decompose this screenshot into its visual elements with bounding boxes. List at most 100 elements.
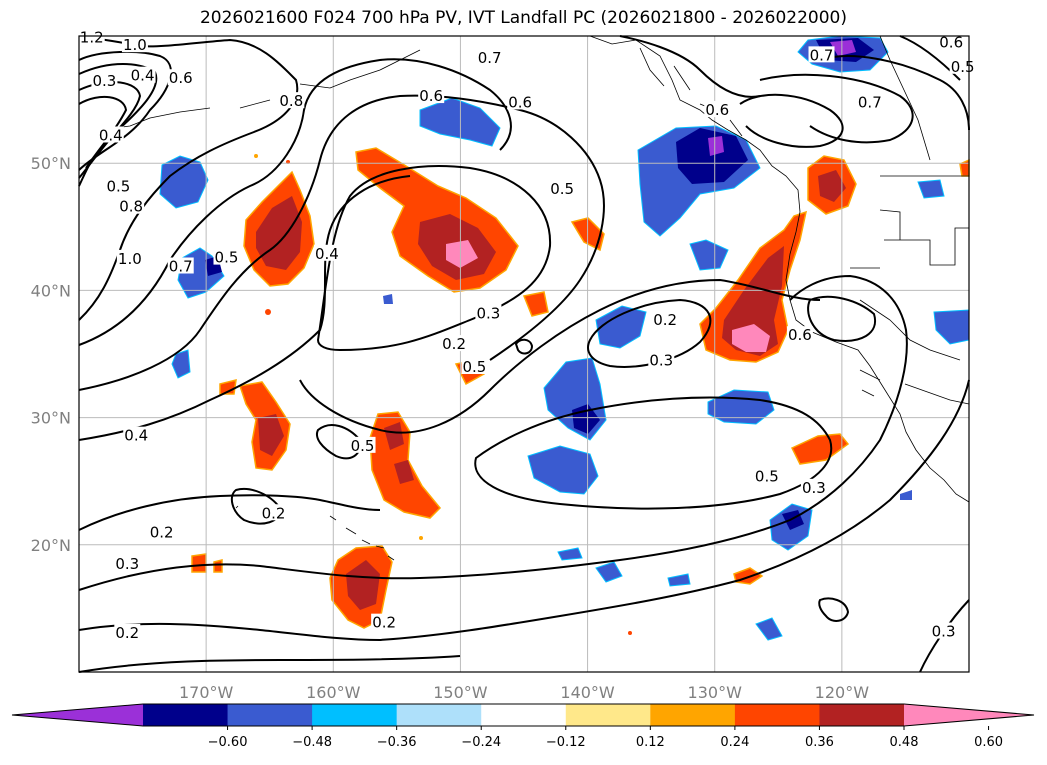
contour-label-bg (116, 249, 143, 266)
contour-label: 0.4 (99, 126, 123, 144)
contour-label-bg (123, 426, 150, 443)
lon-tick-label: 160°W (306, 683, 361, 702)
contour-label-bg (148, 523, 175, 540)
map-frame (78, 35, 970, 673)
contour-label: 0.8 (119, 198, 143, 216)
contour-label-bg (930, 622, 957, 639)
contour-label-bg (648, 351, 675, 368)
contour-label-bg (121, 36, 148, 53)
colorbar-segment (396, 704, 482, 726)
contour-label-bg (278, 92, 305, 109)
contour-label: 0.2 (262, 504, 286, 522)
colorbar-tick-label: −0.36 (377, 735, 417, 750)
map-panel: 1.2 1.0 0.3 0.4 0.6 0.8 0.6 0.7 0.6 0.5 0.4 0.5 0.8 1… (78, 29, 976, 673)
colorbar-tick-label: 0.12 (636, 735, 665, 750)
lon-tick-label: 140°W (560, 683, 615, 702)
contour-label-bg (507, 93, 534, 110)
contour-label-bg (808, 46, 835, 63)
contour-label: 0.3 (115, 555, 139, 573)
colorbar-segment (312, 704, 398, 726)
contour-label: 1.2 (80, 29, 104, 47)
colorbar-segment (734, 704, 820, 726)
colorbar-tick-label: −0.12 (546, 735, 586, 750)
contour-label: 0.6 (788, 326, 812, 344)
contour-label-bg (441, 335, 468, 352)
colorbar-tick-label: 0.24 (720, 735, 749, 750)
colorbar: −0.60 −0.48 −0.36 −0.24 −0.12 0.12 0.24 0.36 0.4… (11, 703, 1035, 750)
contour-label: 0.4 (315, 245, 339, 263)
contour-label-bg (97, 126, 124, 143)
lat-tick-label: 20°N (31, 536, 71, 555)
contour-label-bg (475, 304, 502, 321)
contour-label: 0.3 (802, 479, 826, 497)
colorbar-segment (481, 704, 567, 726)
colorbar-extend-max (904, 704, 1034, 726)
map-title: 2026021600 F024 700 hPa PV, IVT Landfall… (199, 8, 847, 28)
contour-label-bg (800, 478, 827, 495)
colorbar-tick-label: 0.48 (890, 735, 919, 750)
contour-label-bg (856, 93, 883, 110)
lon-tick-label: 150°W (433, 683, 488, 702)
colorbar-segment (227, 704, 313, 726)
lon-tick-label: 130°W (688, 683, 743, 702)
colorbar-tick-label: 0.60 (974, 735, 1003, 750)
contour-label: 0.2 (372, 614, 396, 632)
contour-label-bg (786, 326, 813, 343)
contour-label-bg (461, 357, 488, 374)
colorbar-tick-label: 0.36 (805, 735, 834, 750)
contour-label-bg (418, 87, 445, 104)
colorbar-segment (650, 704, 736, 726)
lon-tick-label: 120°W (815, 683, 870, 702)
longitude-ticks: 170°W 160°W 150°W 140°W 130°W 120°W (179, 683, 869, 702)
contour-label-bg (476, 48, 503, 65)
contour-label-bg (313, 244, 340, 261)
contour-label: 0.5 (351, 437, 375, 455)
contour-label: 0.3 (932, 623, 956, 641)
contour-label: 0.5 (951, 58, 975, 76)
contour-label: 1.0 (118, 250, 142, 268)
contour-label: 0.5 (106, 177, 130, 195)
contour-label-bg (114, 623, 141, 640)
contour-label-bg (704, 101, 731, 118)
contour-label: 0.8 (279, 92, 303, 110)
lat-tick-label: 50°N (31, 154, 71, 173)
contour-label: 0.2 (653, 311, 677, 329)
contour-label: 0.6 (508, 93, 532, 111)
contour-label: 0.4 (131, 67, 155, 85)
lat-tick-label: 40°N (31, 281, 71, 300)
contour-label-bg (167, 257, 194, 274)
contour-label: 0.6 (419, 87, 443, 105)
contour-label: 0.5 (550, 180, 574, 198)
contour-label-bg (91, 71, 118, 88)
contour-label: 0.2 (442, 335, 466, 353)
contour-label: 0.6 (169, 69, 193, 87)
colorbar-extend-min (12, 704, 143, 726)
contour-label: 0.7 (169, 258, 193, 276)
lat-tick-label: 30°N (31, 409, 71, 428)
contour-label-bg (118, 197, 145, 214)
contour-label: 1.0 (123, 36, 147, 54)
contour-label-bg (167, 69, 194, 86)
colorbar-tick-label: −0.24 (461, 735, 501, 750)
contour-label: 0.5 (215, 249, 239, 267)
graticule (79, 36, 969, 672)
contour-label-bg (105, 177, 132, 194)
contour-label-bg (938, 33, 965, 50)
contour-label-bg (652, 310, 679, 327)
contour-label-bg (114, 555, 141, 572)
contour-label: 0.2 (150, 523, 174, 541)
contour-labels: 1.2 1.0 0.3 0.4 0.6 0.8 0.6 0.7 0.6 0.5 0.4 0.5 0.8 1… (78, 29, 976, 642)
contour-label-bg (213, 248, 240, 265)
lon-tick-label: 170°W (179, 683, 234, 702)
colorbar-tick-label: −0.48 (292, 735, 332, 750)
colorbar-segment (143, 704, 229, 726)
contour-label-bg (260, 504, 287, 521)
contour-label: 0.5 (755, 467, 779, 485)
colorbar-segment (565, 704, 651, 726)
contour-label: 0.3 (649, 352, 673, 370)
contour-label: 0.2 (115, 624, 139, 642)
contour-label-bg (349, 436, 376, 453)
contour-label-bg (129, 66, 156, 83)
pv-contours (78, 35, 970, 673)
